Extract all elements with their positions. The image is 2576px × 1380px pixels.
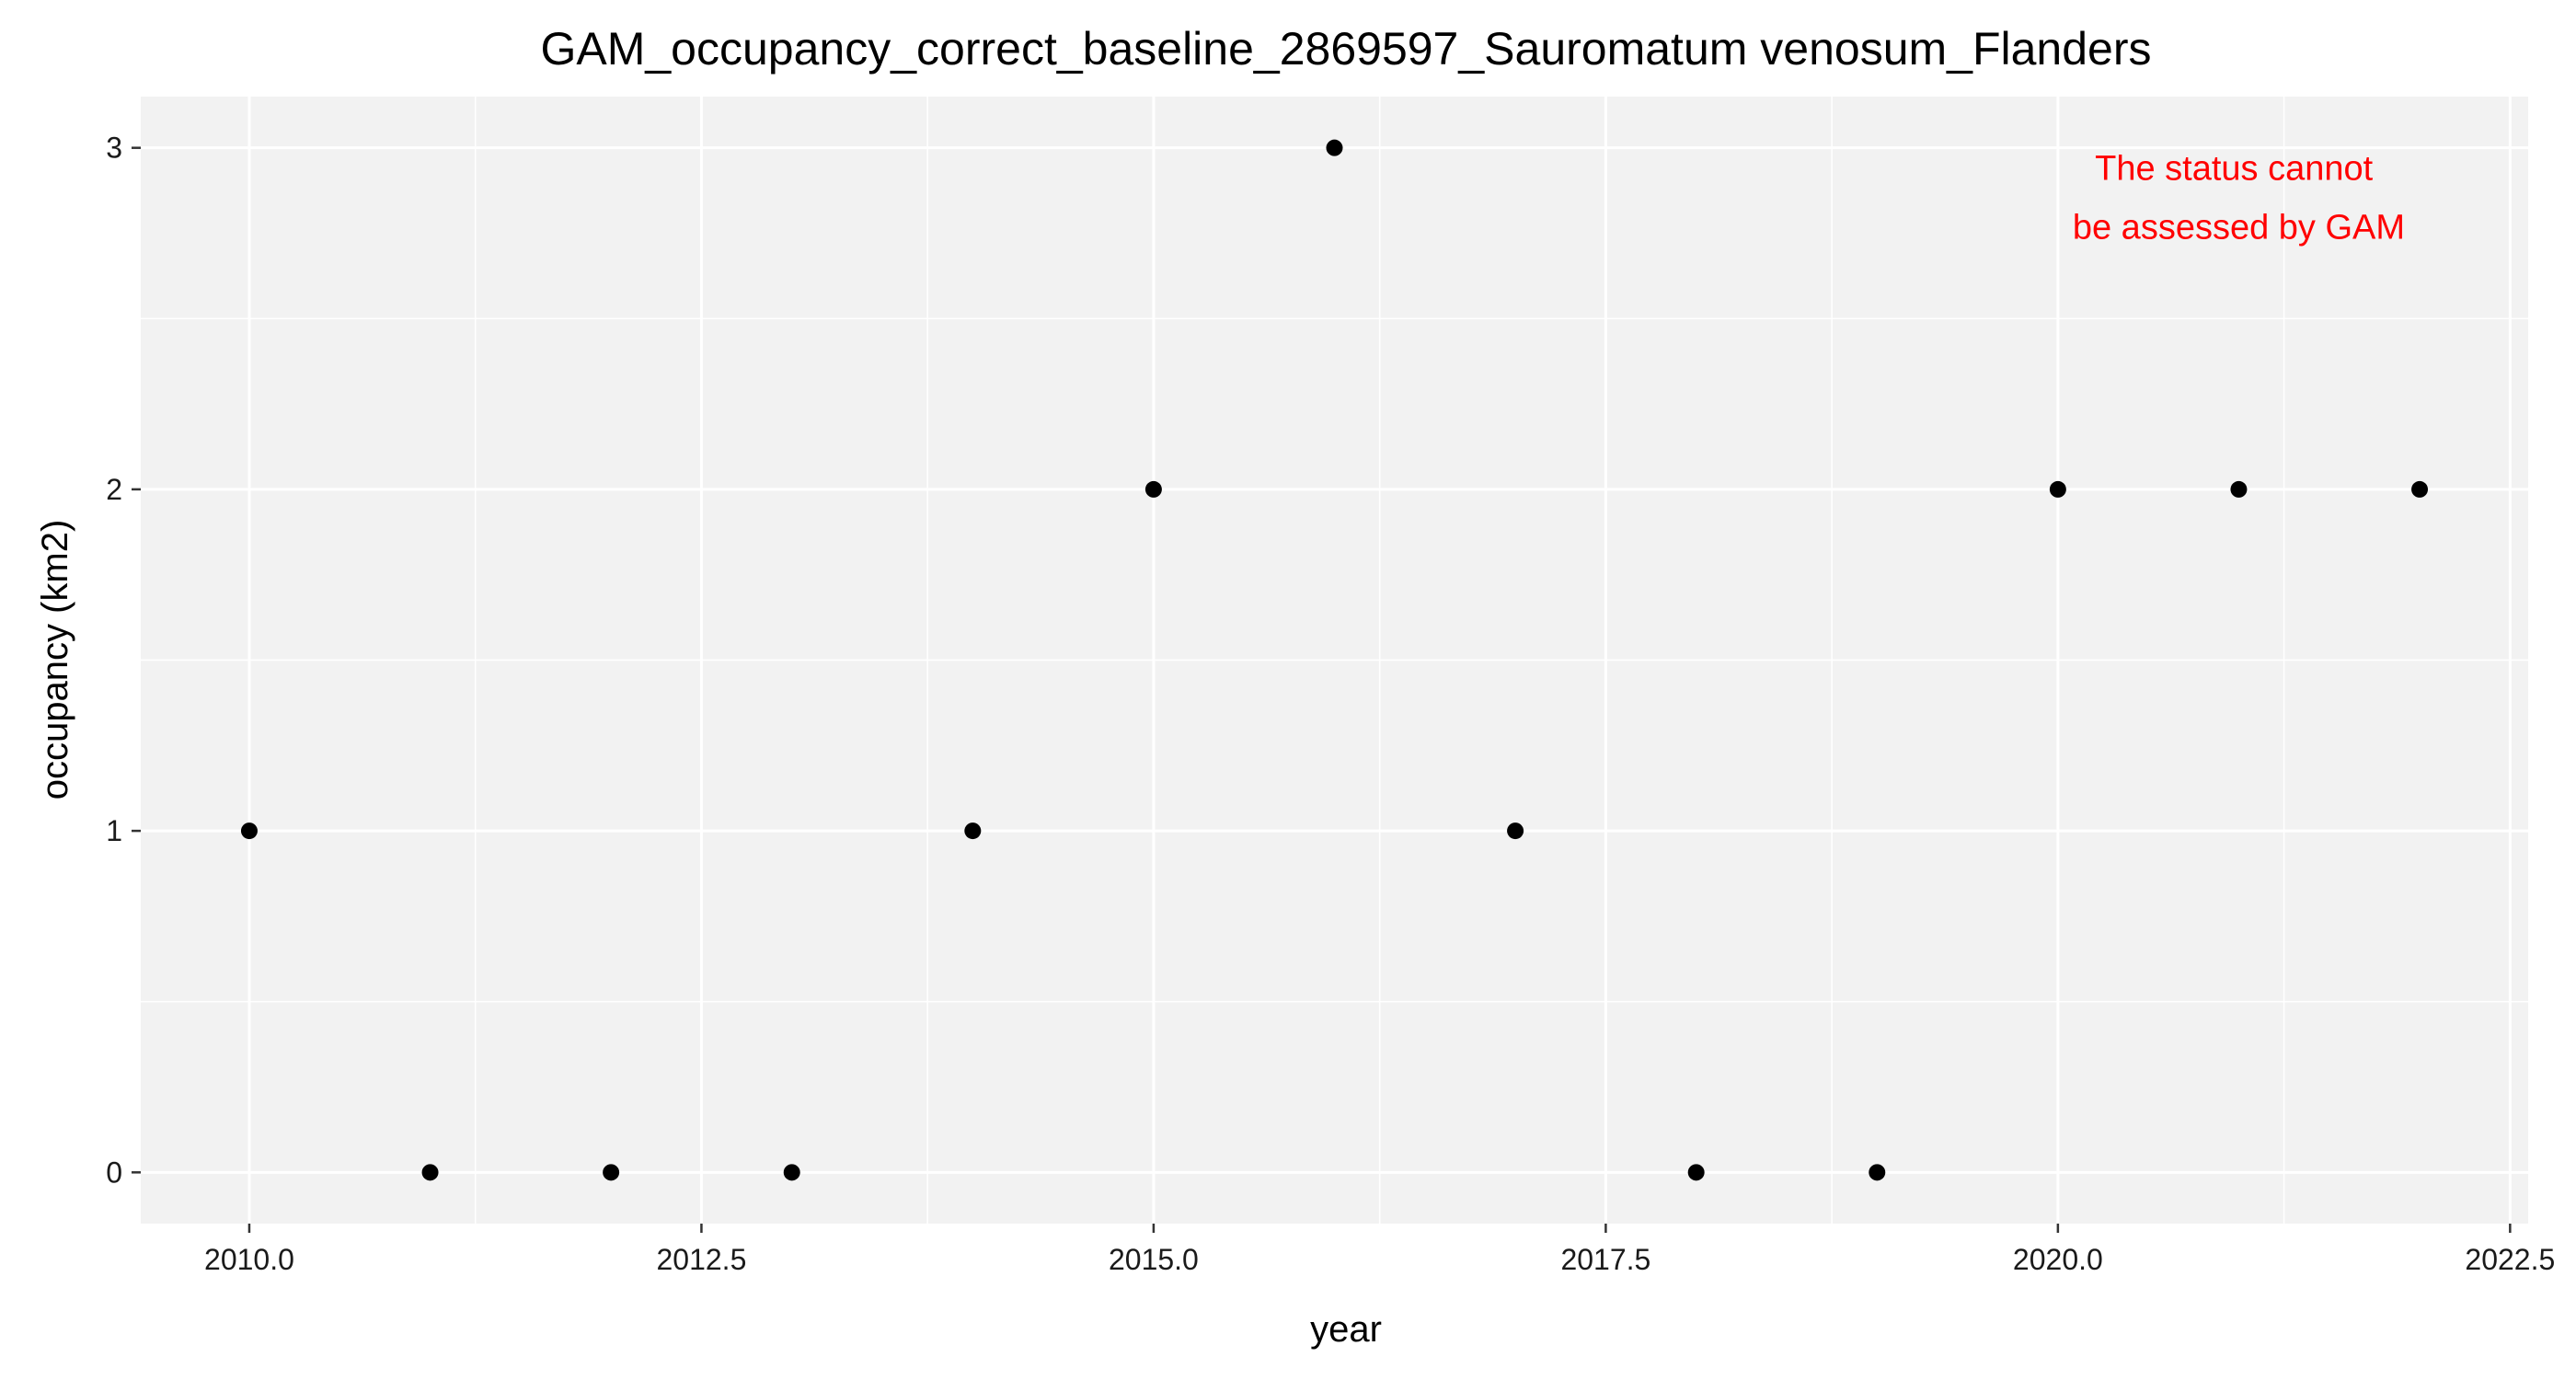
x-axis-tick-labels: 2010.0 2012.5 2015.0 2017.5 2020.0 2022.5 [204,1243,2555,1276]
data-point-2021 [2230,480,2248,498]
status-annotation: The status cannot be assessed by GAM [2073,149,2405,247]
y-tick-label-3: 3 [106,132,122,165]
y-tick-label-0: 0 [106,1156,122,1189]
data-point-2013 [783,1164,800,1181]
x-axis-title: year [1310,1309,1382,1350]
x-tick-label-1: 2012.5 [656,1243,746,1276]
data-point-2011 [421,1164,439,1181]
x-tick-label-5: 2022.5 [2465,1243,2555,1276]
y-tick-label-1: 1 [106,814,122,847]
data-point-2016 [1326,139,1343,156]
x-tick-label-4: 2020.0 [2013,1243,2103,1276]
annotation-line-1: The status cannot [2095,149,2374,188]
data-point-2017 [1507,822,1524,840]
y-axis-tick-labels: 0 1 2 3 [106,132,122,1190]
axis-ticks [132,146,2512,1233]
data-point-2022 [2411,480,2429,498]
data-points [240,139,2429,1181]
y-axis-title: occupancy (km2) [35,520,75,800]
x-tick-label-2: 2015.0 [1109,1243,1199,1276]
annotation-line-2: be assessed by GAM [2073,208,2405,247]
data-point-2020 [2049,480,2066,498]
x-tick-label-0: 2010.0 [204,1243,294,1276]
data-point-2015 [1144,480,1162,498]
data-point-2014 [964,822,982,840]
chart-title: GAM_occupancy_correct_baseline_2869597_S… [540,23,2151,75]
data-point-2018 [1687,1164,1705,1181]
y-tick-label-2: 2 [106,473,122,506]
data-point-2010 [240,822,258,840]
major-gridlines [141,97,2528,1224]
data-point-2019 [1869,1164,1886,1181]
data-point-2012 [603,1164,620,1181]
minor-gridlines [141,97,2528,1224]
x-tick-label-3: 2017.5 [1560,1243,1650,1276]
